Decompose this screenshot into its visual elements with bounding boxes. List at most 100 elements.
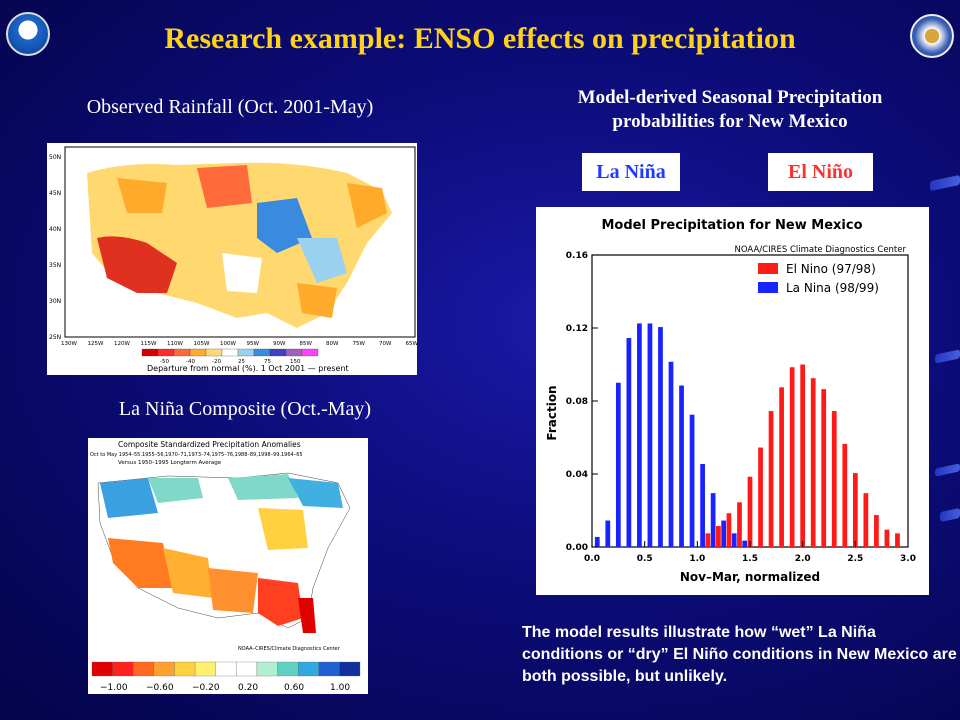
composite-map-title: Composite Standardized Precipitation Ano… — [118, 440, 301, 449]
x-tick-label: 1.0 — [689, 554, 705, 564]
la-nina-tag: La Niña — [582, 153, 680, 191]
noaa-logo — [6, 12, 50, 56]
legend-tick: −0.60 — [146, 683, 174, 693]
el-nino-tag: El Niño — [768, 153, 873, 191]
x-tick-label: 0.0 — [584, 554, 600, 564]
x-tick-label: 0.5 — [637, 554, 653, 564]
el-nino-bar — [863, 493, 869, 547]
composite-caption: La Niña Composite (Oct.-May) — [118, 398, 372, 420]
model-caption: Model-derived Seasonal Precipitation pro… — [510, 86, 950, 134]
legend-swatch — [253, 348, 271, 357]
x-axis-label: Nov–Mar, normalized — [680, 570, 820, 584]
lat-label: 50N — [49, 154, 61, 161]
legend-swatch — [298, 661, 319, 677]
legend-tick: −0.20 — [192, 683, 220, 693]
la-nina-bar — [637, 323, 642, 547]
la-nina-bar — [689, 414, 695, 547]
chart-credit: NOAA/CIRES Climate Diagnostics Center — [735, 245, 907, 255]
lon-label: 65W — [406, 341, 418, 347]
legend-swatch — [205, 348, 223, 357]
lon-label: 70W — [379, 341, 392, 347]
la-nina-bar — [626, 338, 632, 547]
footnote-text: The model results illustrate how “wet” L… — [522, 624, 957, 685]
decor-stripe — [940, 507, 960, 523]
legend-tick: -40 — [186, 359, 195, 365]
legend-swatch — [339, 661, 361, 677]
lon-label: 75W — [353, 341, 366, 347]
chart-title: Model Precipitation for New Mexico — [601, 218, 862, 233]
observed-map-lat-labels: 50N 45N 40N 35N 30N 25N — [49, 154, 61, 341]
el-nino-bar — [737, 502, 742, 547]
observed-map-caption: Departure from normal (%). 1 Oct 2001 — … — [147, 364, 349, 373]
legend-swatch — [133, 661, 154, 677]
model-caption-line1: Model-derived Seasonal Precipitation — [577, 87, 883, 108]
legend-swatch — [221, 348, 239, 357]
legend-swatch — [758, 263, 778, 274]
x-tick-label: 2.5 — [847, 554, 863, 564]
observed-map-legend: -50 -40 -20 25 75 150 — [141, 348, 319, 365]
la-nina-bar — [647, 323, 653, 547]
legend-swatch — [237, 348, 255, 357]
la-nina-bar — [658, 327, 663, 547]
y-tick-label: 0.00 — [566, 543, 588, 553]
legend-tick: 150 — [290, 359, 301, 365]
y-tick-label: 0.16 — [566, 251, 588, 261]
lon-label: 110W — [167, 341, 183, 347]
lon-label: 125W — [88, 341, 104, 347]
chart-svg: Model Precipitation for New Mexico NOAA/… — [545, 218, 916, 584]
legend-swatch — [256, 661, 278, 677]
observed-map-shading — [87, 162, 392, 328]
lon-label: 95W — [247, 341, 260, 347]
el-nino-bar — [716, 526, 721, 547]
el-nino-bar — [852, 473, 858, 547]
legend-swatch — [173, 348, 191, 357]
legend-tick: -50 — [160, 359, 169, 365]
el-nino-bar — [821, 389, 827, 547]
legend-tick: 0.60 — [284, 683, 304, 693]
legend-swatch — [277, 661, 299, 677]
la-nina-bar — [700, 463, 705, 547]
y-axis-label: Fraction — [545, 385, 559, 440]
legend-swatch — [141, 348, 159, 357]
la-nina-bar — [679, 385, 684, 547]
el-nino-bar — [789, 367, 795, 547]
legend-swatch — [153, 661, 175, 677]
composite-map-subtitle2: Versus 1950–1995 Longterm Average — [118, 460, 222, 466]
x-tick-label: 3.0 — [900, 554, 916, 564]
lon-label: 90W — [273, 341, 286, 347]
legend-tick: 75 — [264, 359, 271, 365]
la-nina-bar — [721, 520, 727, 547]
decor-stripe — [930, 174, 960, 192]
slide-title: Research example: ENSO effects on precip… — [164, 22, 796, 55]
legend-tick: 0.20 — [238, 683, 258, 693]
legend-swatch — [189, 348, 207, 357]
legend-tick: -20 — [212, 359, 221, 365]
legend-swatch — [236, 661, 258, 677]
composite-map-figure: Composite Standardized Precipitation Ano… — [90, 440, 361, 693]
x-tick-label: 2.0 — [795, 554, 811, 564]
y-tick-label: 0.12 — [566, 324, 588, 334]
lat-label: 30N — [49, 298, 61, 305]
composite-map-subtitle: Oct to May 1954–55,1955–56,1970–71,1973–… — [90, 452, 303, 458]
legend-swatch — [91, 661, 113, 677]
el-nino-bar — [842, 443, 848, 547]
el-nino-bar — [895, 533, 900, 547]
model-caption-line2: probabilities for New Mexico — [612, 111, 848, 132]
legend-swatch — [318, 661, 340, 677]
legend-swatch — [157, 348, 175, 357]
el-nino-bar — [758, 447, 763, 547]
commerce-seal-logo — [910, 14, 954, 58]
el-nino-bar — [768, 411, 774, 547]
la-nina-bar — [605, 520, 611, 547]
lat-label: 25N — [49, 334, 61, 341]
lat-label: 35N — [49, 262, 61, 269]
la-nina-composite-map: Composite Standardized Precipitation Ano… — [88, 438, 368, 694]
decor-stripe — [935, 463, 960, 477]
el-nino-bar — [705, 533, 711, 547]
lon-label: 80W — [326, 341, 339, 347]
lon-label: 85W — [300, 341, 313, 347]
legend-swatch — [301, 348, 319, 357]
el-nino-bar — [747, 476, 753, 547]
legend-swatch — [269, 348, 287, 357]
